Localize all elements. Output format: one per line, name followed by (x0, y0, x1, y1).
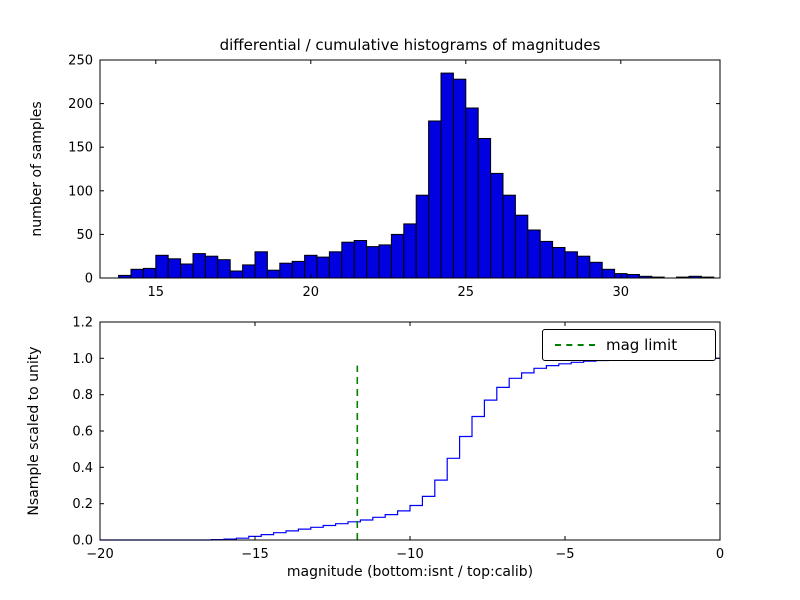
histogram-bar (502, 194, 516, 279)
histogram-bar (626, 274, 640, 279)
y-tick-label: 0.6 (72, 425, 93, 440)
histogram-bar (229, 270, 244, 279)
y-tick-label: 1.2 (72, 316, 93, 331)
cumulative-curve (100, 357, 720, 541)
histogram-bar (490, 172, 504, 279)
y-tick-label: 150 (68, 141, 93, 156)
y-tick-label: 0.0 (72, 534, 93, 549)
x-tick-label: −5 (555, 547, 574, 562)
histogram-bar (477, 138, 492, 279)
x-tick-label: 20 (303, 285, 320, 300)
x-tick-label: −10 (396, 547, 423, 562)
histogram-bar (155, 254, 169, 279)
histogram-bar (291, 260, 306, 279)
histogram-bar (514, 214, 529, 279)
x-tick-label: 0 (716, 547, 724, 562)
y-tick-label: 50 (76, 228, 93, 243)
y-tick-label: 0.2 (72, 497, 93, 512)
mag-limit-dash-sample (555, 344, 595, 346)
histogram-bar (415, 194, 430, 279)
histogram-bar (465, 107, 479, 279)
histogram-bar (390, 233, 405, 279)
histogram-bar (266, 269, 281, 279)
histogram-bar (378, 244, 392, 279)
histogram-bar (428, 120, 442, 279)
legend: mag limit (542, 329, 716, 361)
histogram-bar (217, 259, 231, 279)
x-tick-label: 15 (148, 285, 165, 300)
y-tick-label: 1.0 (72, 352, 93, 367)
y-tick-label: 100 (68, 184, 93, 199)
histogram-bar (204, 255, 219, 279)
x-tick-label: 30 (613, 285, 630, 300)
chart-title: differential / cumulative histograms of … (219, 36, 601, 54)
histogram-bar (353, 240, 368, 279)
histogram-bar (366, 246, 380, 279)
histogram-bar (341, 241, 355, 279)
histogram-bar (242, 264, 256, 279)
bottom-x-axis-label: magnitude (bottom:isnt / top:calib) (286, 564, 534, 580)
histogram-bar (167, 258, 182, 279)
histogram-bar (601, 268, 616, 279)
top-y-axis-label: number of samples (29, 101, 45, 237)
histogram-bar (403, 223, 417, 279)
histogram-bar (589, 261, 603, 279)
legend-label: mag limit (606, 335, 678, 354)
x-tick-label: 25 (458, 285, 475, 300)
histogram-bar (130, 268, 144, 279)
histogram-bar (564, 251, 578, 279)
y-tick-label: 250 (68, 54, 93, 69)
histogram-bar (440, 72, 454, 279)
histogram-bar (279, 262, 293, 279)
x-tick-label: −15 (241, 547, 268, 562)
histogram-bar (254, 251, 268, 279)
y-tick-label: 200 (68, 97, 93, 112)
histogram-bar (328, 251, 343, 279)
axes-frame (99, 59, 721, 279)
y-tick-label: 0.4 (72, 461, 93, 476)
histogram-bar (192, 253, 206, 279)
histogram-bar (539, 240, 554, 279)
histogram-bar (142, 267, 157, 279)
histogram-bar (452, 78, 467, 279)
histogram-bar (180, 263, 194, 279)
y-tick-label: 0.8 (72, 388, 93, 403)
histogram-bar (316, 256, 330, 279)
bottom-y-axis-label: Nsample scaled to unity (26, 346, 42, 516)
x-tick-label: −20 (86, 547, 113, 562)
histogram-bar (576, 255, 591, 279)
histogram-bar (527, 229, 541, 279)
y-tick-label: 0 (85, 272, 93, 287)
histogram-bar (552, 247, 566, 279)
